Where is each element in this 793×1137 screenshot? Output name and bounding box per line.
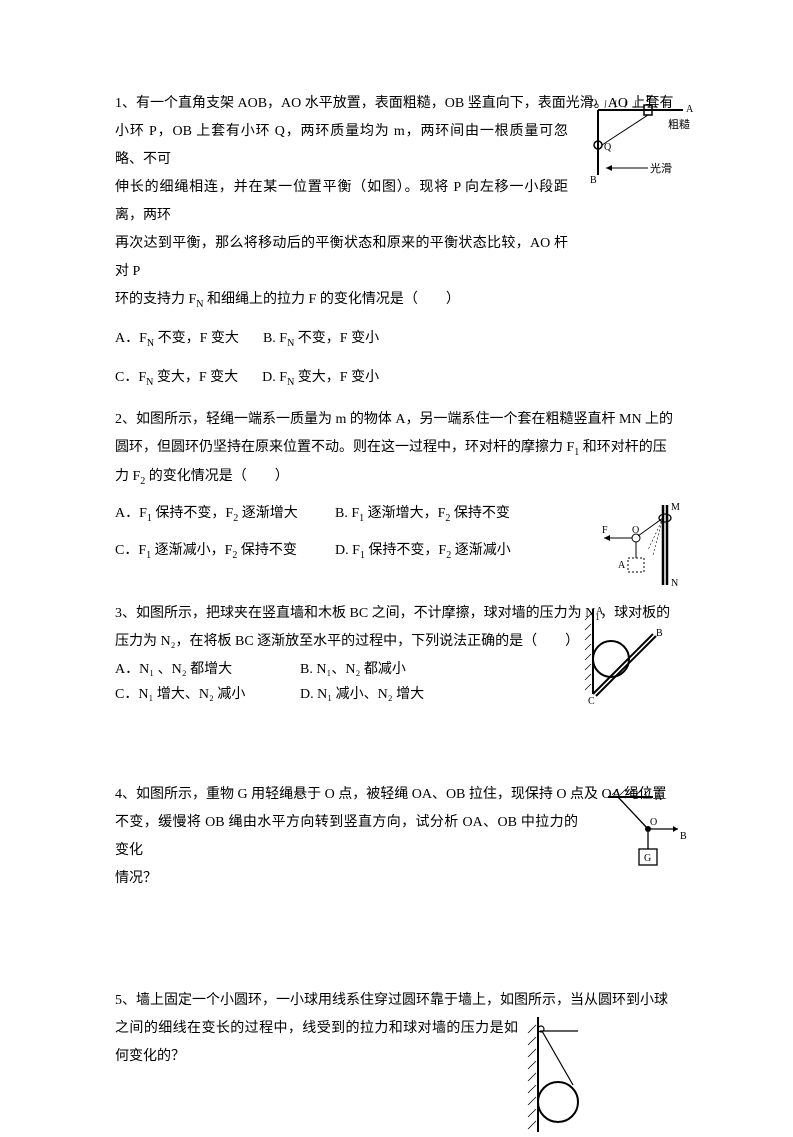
fig4-label-A: A [655, 792, 663, 803]
q1-option-B: B. FN 不变，F 变小 [263, 325, 379, 354]
q2-option-A: A．F1 保持不变，F2 逐渐增大 [115, 500, 335, 529]
fig2-label-O: O [632, 525, 639, 536]
question-5: 5、墙上固定一个小圆环，一小球用线系住穿过圆环靠于墙上，如图所示，当从圆环到小球… [115, 987, 678, 1071]
q5-line1: 5、墙上固定一个小圆环，一小球用线系住穿过圆环靠于墙上，如图所示，当从圆环到小球 [115, 987, 678, 1015]
q1-line5: 环的支持力 FN 和细绳上的拉力 F 的变化情况是（ ） [115, 286, 678, 315]
fig1-label-Q: Q [604, 142, 612, 153]
q2-line3: 力 F2 的变化情况是（ ） [115, 463, 678, 492]
fig4-label-B: B [680, 831, 687, 842]
fig1-label-smooth: 光滑 [650, 161, 672, 175]
question-2: 2、如图所示，轻绳一端系一质量为 m 的物体 A，另一端系住一个套在粗糙竖直杆 … [115, 406, 678, 565]
fig1-label-rough: 粗糙 [668, 117, 690, 131]
fig1-label-P: P [646, 94, 652, 105]
q2-line1: 2、如图所示，轻绳一端系一质量为 m 的物体 A，另一端系住一个套在粗糙竖直杆 … [115, 406, 678, 434]
fig1-label-A: A [686, 104, 694, 115]
q2-line2: 圆环，但圆环仍坚持在原来位置不动。则在这一过程中，环对杆的摩擦力 F1 和环对杆… [115, 434, 678, 463]
fig2-label-M: M [671, 502, 680, 513]
q1-options-row1: A．FN 不变，F 变大 B. FN 不变，F 变小 [115, 325, 678, 354]
q4-line2: 不变，缓慢将 OB 绳由水平方向转到竖直方向，试分析 OA、OB 中拉力的变化 [115, 809, 678, 865]
q4-line3: 情况？ [115, 865, 678, 893]
figure-1: O P A Q B 粗糙 光滑 [588, 90, 698, 190]
question-4: A O B G 4、如图所示，重物 G 用轻绳悬于 O 点，被轻绳 OA、OB … [115, 781, 678, 893]
q3-option-C: C．N₁ 增大、N₂ 减小 [115, 683, 300, 707]
figure-2: M N F O A [598, 500, 698, 590]
q1-line4: 再次达到平衡，那么将移动后的平衡状态和原来的平衡状态比较，AO 杆对 P [115, 230, 678, 286]
fig2-label-A: A [618, 560, 626, 571]
q2-options: A．F1 保持不变，F2 逐渐增大 B. F1 逐渐增大，F2 保持不变 C．F… [115, 500, 678, 566]
q4-line1: 4、如图所示，重物 G 用轻绳悬于 O 点，被轻绳 OA、OB 拉住，现保持 O… [115, 781, 678, 809]
fig3-label-B: B [656, 628, 663, 639]
figure-4: A O B G [598, 787, 688, 877]
q2-option-C: C．F1 逐渐减小，F2 保持不变 [115, 537, 335, 566]
question-1: O P A Q B 粗糙 光滑 1、有一个直角支架 AOB，AO 水平放置，表面… [115, 90, 678, 392]
q3-option-A: A．N₁ 、N₂ 都增大 [115, 658, 300, 682]
fig3-label-C: C [588, 696, 595, 704]
fig2-label-N: N [671, 578, 678, 589]
fig1-label-O: O [590, 98, 597, 109]
fig4-label-O: O [650, 817, 657, 828]
fig3-label-A: A [596, 606, 604, 617]
fig4-label-G: G [644, 853, 651, 864]
figure-3: A B C [578, 604, 668, 704]
fig1-label-B: B [590, 175, 597, 186]
fig2-label-F: F [602, 525, 608, 536]
q1-options-row2: C．FN 变大，F 变大 D. FN 变大，F 变小 [115, 364, 678, 393]
q1-option-C: C．FN 变大，F 变大 [115, 364, 238, 393]
q1-option-D: D. FN 变大，F 变小 [262, 364, 379, 393]
q1-option-A: A．FN 不变，F 变大 [115, 325, 239, 354]
question-3: A B C 3、如图所示，把球夹在竖直墙和木板 BC 之间，不计摩擦，球对墙的压… [115, 600, 678, 708]
figure-5 [518, 1017, 598, 1137]
